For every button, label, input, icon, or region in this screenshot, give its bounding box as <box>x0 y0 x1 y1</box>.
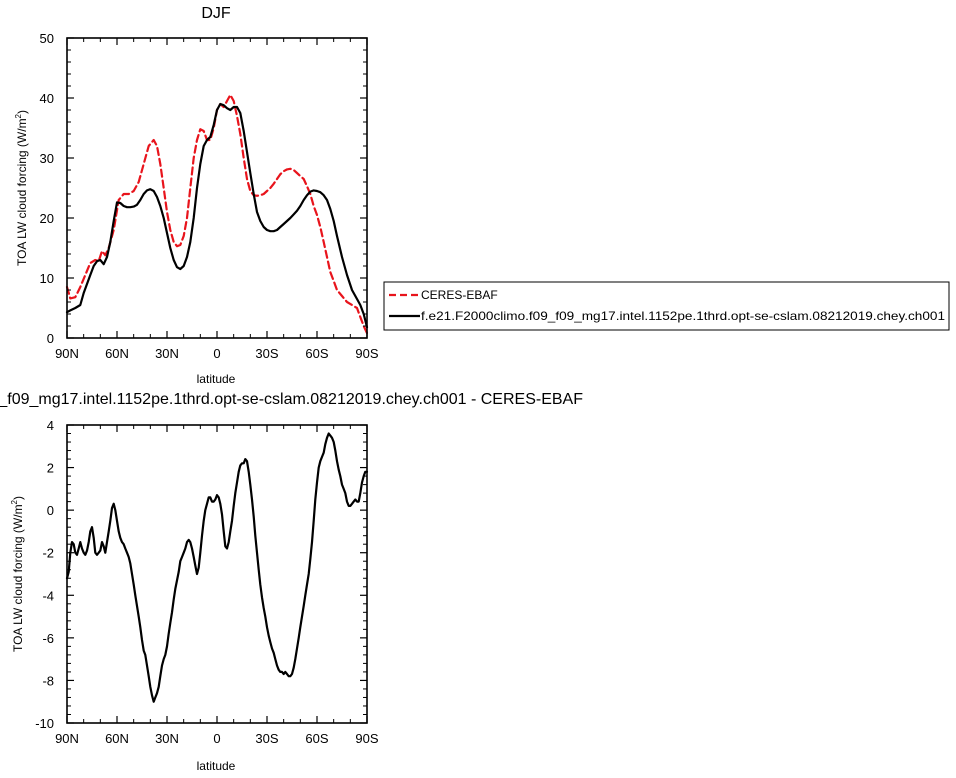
bottom-y-tick-label: -4 <box>42 588 54 603</box>
bottom-y-tick-label: -8 <box>42 673 54 688</box>
panel-top-chart: DJF 90N 60N 30N 0 30S 60S 90S 0 10 20 30 40 50 latit… <box>14 5 379 386</box>
legend: CERES-EBAF f.e21.F2000climo.f09_f09_mg17… <box>383 281 950 331</box>
top-y-tick-label: 20 <box>40 211 54 226</box>
bottom-x-tick-label: 30S <box>255 731 278 746</box>
top-chart-title: DJF <box>201 5 231 22</box>
bottom-y-axis-title-end: ) <box>11 496 25 500</box>
top-x-tick-label: 90S <box>355 346 378 361</box>
bottom-y-tick-label: 2 <box>47 461 54 476</box>
bottom-ticks-layer: 90N 60N 30N 0 30S 60S 90S -10 -8 -6 -4 -2 0 2 4 <box>35 418 379 746</box>
bottom-x-tick-label: 90N <box>55 731 79 746</box>
top-y-tick-label: 30 <box>40 151 54 166</box>
bottom-x-tick-label: 60S <box>305 731 328 746</box>
bottom-x-tick-label: 60N <box>105 731 129 746</box>
bottom-y-tick-label: -10 <box>35 716 54 731</box>
top-y-axis-title-main: TOA LW cloud forcing (W/m <box>15 118 29 266</box>
bottom-y-tick-label: 4 <box>47 418 54 433</box>
bottom-plot-frame <box>66 424 368 724</box>
top-x-tick-label: 60S <box>305 346 328 361</box>
top-series-layer <box>65 93 369 335</box>
bottom-y-tick-label: -2 <box>42 546 54 561</box>
top-x-tick-label: 30S <box>255 346 278 361</box>
panel-bottom-chart: f.e21.F2000climo.f09_f09_mg17.intel.1152… <box>0 391 583 773</box>
top-y-tick-label: 0 <box>47 331 54 346</box>
bottom-y-tick-label: -6 <box>42 631 54 646</box>
bottom-x-tick-label: 90S <box>355 731 378 746</box>
top-plot-frame <box>66 37 368 339</box>
top-x-tick-label: 30N <box>155 346 179 361</box>
top-x-tick-label: 60N <box>105 346 129 361</box>
bottom-x-tick-label: 30N <box>155 731 179 746</box>
bottom-series-layer <box>65 432 369 703</box>
top-y-axis-title: TOA LW cloud forcing (W/m2) <box>14 110 29 266</box>
top-x-axis-title: latitude <box>197 372 236 386</box>
top-y-tick-label: 40 <box>40 91 54 106</box>
top-x-tick-label: 90N <box>55 346 79 361</box>
bottom-x-axis-title: latitude <box>197 759 236 773</box>
top-x-tick-label: 0 <box>213 346 220 361</box>
legend-box <box>383 281 950 331</box>
bottom-y-axis-title-sup: 2 <box>10 499 19 504</box>
bottom-series-line-0 <box>65 432 369 703</box>
legend-label-ceres: CERES-EBAF <box>421 288 498 302</box>
top-series-line-0 <box>65 93 369 335</box>
top-y-axis-title-end: ) <box>15 110 29 114</box>
bottom-chart-title: f.e21.F2000climo.f09_f09_mg17.intel.1152… <box>0 391 583 408</box>
top-series-line-1 <box>65 102 369 329</box>
bottom-x-tick-label: 0 <box>213 731 220 746</box>
bottom-y-tick-label: 0 <box>47 503 54 518</box>
top-y-axis-title-sup: 2 <box>14 113 23 118</box>
top-y-tick-label: 50 <box>40 31 54 46</box>
top-ticks-layer: 90N 60N 30N 0 30S 60S 90S 0 10 20 30 40 50 <box>40 31 379 361</box>
top-y-tick-label: 10 <box>40 271 54 286</box>
bottom-y-axis-title-main: TOA LW cloud forcing (W/m <box>11 504 25 652</box>
legend-label-model: f.e21.F2000climo.f09_f09_mg17.intel.1152… <box>421 309 945 323</box>
bottom-y-axis-title: TOA LW cloud forcing (W/m2) <box>10 496 25 652</box>
